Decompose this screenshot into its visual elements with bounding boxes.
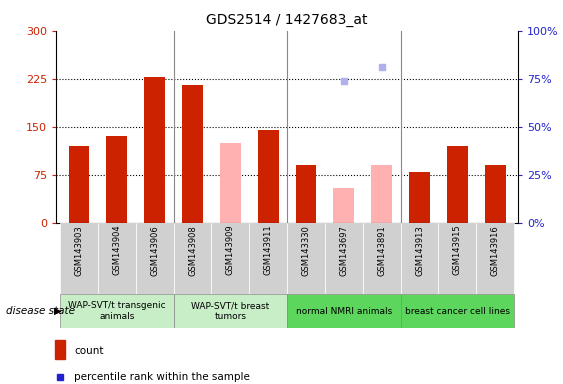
Bar [372, 165, 392, 223]
Bar [144, 77, 165, 223]
Text: GSM143911: GSM143911 [263, 225, 272, 275]
Text: count: count [74, 346, 104, 356]
Bar [212, 223, 249, 294]
Text: ▶: ▶ [53, 306, 61, 316]
Bar [401, 223, 439, 294]
Text: GSM143916: GSM143916 [491, 225, 500, 276]
Bar [55, 341, 65, 359]
Text: percentile rank within the sample: percentile rank within the sample [74, 372, 250, 382]
Bar [173, 294, 287, 328]
Bar [69, 146, 90, 223]
Bar [439, 223, 476, 294]
Bar [220, 143, 241, 223]
Bar [249, 223, 287, 294]
Title: GDS2514 / 1427683_at: GDS2514 / 1427683_at [207, 13, 368, 27]
Text: normal NMRI animals: normal NMRI animals [296, 306, 392, 316]
Bar [287, 223, 325, 294]
Text: breast cancer cell lines: breast cancer cell lines [405, 306, 510, 316]
Text: GSM143891: GSM143891 [377, 225, 386, 276]
Text: GSM143906: GSM143906 [150, 225, 159, 276]
Text: GSM143909: GSM143909 [226, 225, 235, 275]
Text: GSM143908: GSM143908 [188, 225, 197, 276]
Bar [476, 223, 514, 294]
Text: GSM143915: GSM143915 [453, 225, 462, 275]
Bar [325, 223, 363, 294]
Text: GSM143697: GSM143697 [339, 225, 348, 276]
Text: WAP-SVT/t breast
tumors: WAP-SVT/t breast tumors [191, 301, 270, 321]
Bar [173, 223, 212, 294]
Text: GSM143903: GSM143903 [74, 225, 83, 276]
Text: disease state: disease state [6, 306, 75, 316]
Bar [287, 294, 401, 328]
Text: WAP-SVT/t transgenic
animals: WAP-SVT/t transgenic animals [68, 301, 166, 321]
Bar [447, 146, 468, 223]
Bar [296, 165, 316, 223]
Text: GSM143913: GSM143913 [415, 225, 424, 276]
Bar [401, 294, 514, 328]
Bar [485, 165, 506, 223]
Bar [333, 187, 354, 223]
Bar [409, 172, 430, 223]
Bar [60, 294, 173, 328]
Bar [106, 136, 127, 223]
Bar [60, 223, 98, 294]
Text: GSM143330: GSM143330 [302, 225, 311, 276]
Bar [182, 85, 203, 223]
Bar [258, 130, 279, 223]
Bar [98, 223, 136, 294]
Bar [136, 223, 173, 294]
Text: GSM143904: GSM143904 [113, 225, 122, 275]
Bar [363, 223, 401, 294]
